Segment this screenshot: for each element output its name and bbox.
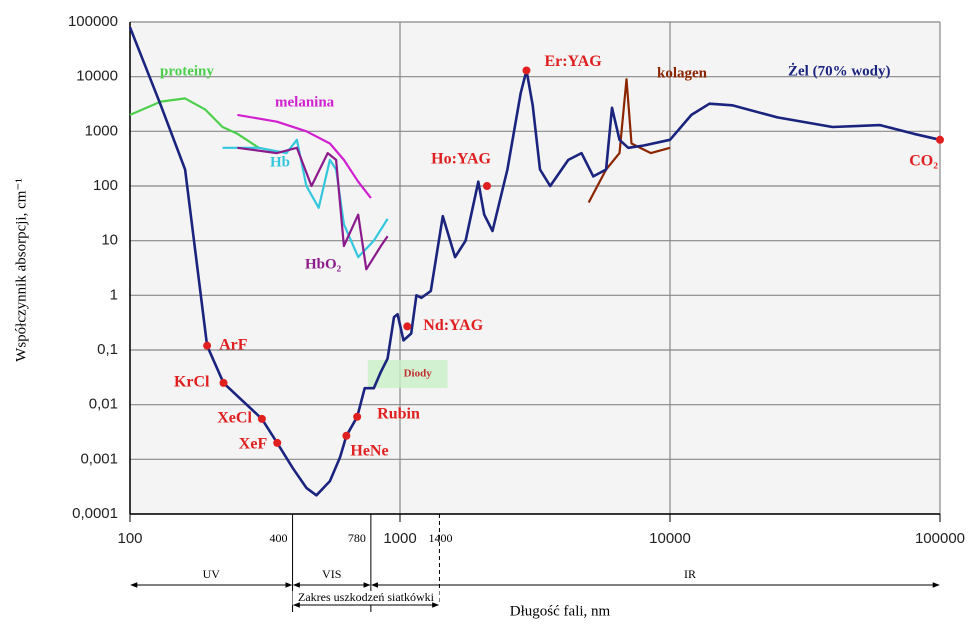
laser-label: ArF: [219, 336, 248, 353]
series-line: [237, 113, 372, 199]
y-tick-label: 10000: [76, 68, 118, 85]
series-label: kolagen: [657, 65, 708, 81]
laser-point: [482, 182, 491, 190]
y-tick-label: 1000: [85, 122, 118, 139]
laser-point: [936, 135, 944, 144]
series-label: Żel (70% wody): [788, 62, 891, 79]
series-line: [237, 146, 389, 271]
region-label: Zakres uszkodzeń siatkówki: [298, 590, 435, 604]
laser-label: KrCl: [174, 374, 210, 391]
boundary-label: 780: [348, 531, 366, 545]
series-label: melanina: [275, 94, 335, 110]
x-tick-label: 100000: [915, 530, 965, 547]
plot-area: [130, 22, 940, 514]
series-line: [129, 97, 260, 149]
x-tick-label: 1000: [383, 530, 416, 547]
laser-point: [342, 431, 351, 440]
laser-label: CO₂: [909, 152, 938, 169]
laser-point: [403, 322, 412, 331]
region-label: VIS: [322, 567, 341, 581]
region-box: [292, 591, 440, 605]
y-tick-label: 1: [110, 286, 118, 303]
laser-label: XeCl: [217, 410, 252, 427]
laser-point: [219, 378, 228, 387]
y-tick-label: 0,01: [89, 396, 118, 413]
laser-point: [353, 412, 362, 421]
region-label: UV: [203, 567, 221, 581]
laser-point: [257, 414, 266, 423]
boundary-label: 400: [270, 531, 288, 545]
region-label: IR: [684, 567, 696, 581]
laser-label: Nd:YAG: [423, 317, 483, 334]
laser-label: Rubin: [377, 405, 420, 422]
y-tick-label: 100000: [68, 13, 118, 30]
boundary-label: 1400: [428, 531, 452, 545]
y-tick-label: 0,1: [97, 341, 118, 358]
series-line: [128, 26, 941, 497]
laser-label: Ho:YAG: [431, 151, 491, 168]
y-axis-label: Współczynnik absorpcji, cm⁻¹: [13, 178, 29, 362]
diodes-label: Diody: [404, 368, 433, 380]
laser-label: XeF: [239, 436, 268, 453]
series-label: proteiny: [160, 63, 214, 79]
laser-point: [273, 438, 282, 447]
series-label: Hb: [270, 154, 290, 170]
y-tick-label: 100: [93, 177, 118, 194]
x-tick-label: 10000: [649, 530, 691, 547]
laser-point: [522, 66, 531, 75]
y-tick-label: 0,0001: [72, 505, 118, 522]
y-tick-label: 10: [101, 232, 118, 249]
laser-point: [203, 341, 212, 350]
x-tick-label: 100: [117, 530, 142, 547]
x-axis-label: Długość fali, nm: [510, 603, 611, 619]
y-tick-label: 0,001: [80, 450, 118, 467]
series-label: HbO₂: [305, 256, 342, 272]
laser-label: Er:YAG: [544, 53, 602, 70]
laser-label: HeNe: [350, 442, 388, 459]
